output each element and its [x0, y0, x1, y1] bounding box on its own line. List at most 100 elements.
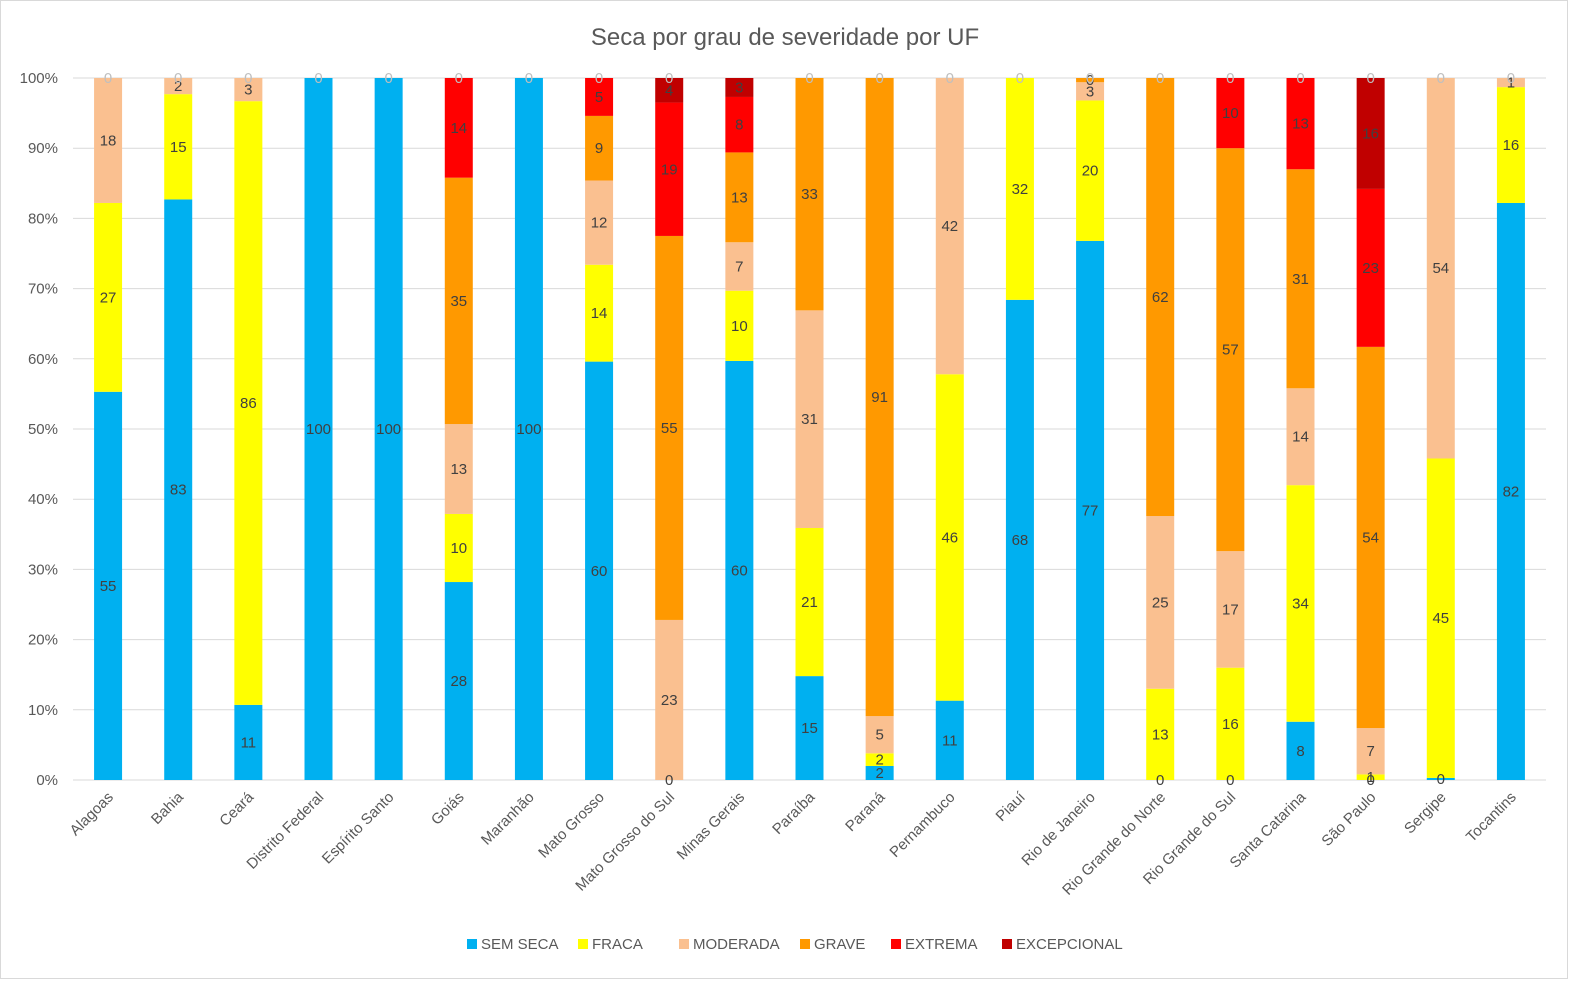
bar-segment [585, 361, 614, 780]
y-tick-label: 70% [28, 281, 58, 298]
data-label: 0 [1437, 771, 1445, 788]
data-label: 83 [170, 482, 187, 499]
bar-segment [655, 78, 684, 103]
data-label: 35 [450, 293, 467, 310]
legend-label: EXCEPCIONAL [1016, 936, 1123, 953]
bar-segment [1005, 78, 1034, 300]
bar-segment [585, 264, 614, 362]
data-label: 10 [450, 540, 467, 557]
data-label: 0 [1226, 70, 1234, 87]
data-label: 0 [244, 70, 252, 87]
bar-segment [1426, 777, 1455, 780]
legend-label: EXTREMA [905, 936, 978, 953]
data-label: 1 [1366, 769, 1374, 786]
y-tick-label: 40% [28, 491, 58, 508]
data-label: 0 [1366, 772, 1374, 789]
data-label: 0 [1016, 70, 1024, 87]
y-tick-label: 0% [36, 772, 58, 789]
bar-segment [1076, 100, 1105, 241]
legend-swatch [578, 939, 588, 949]
bar-segment [585, 180, 614, 265]
data-label: 55 [100, 578, 117, 595]
data-label: 9 [595, 140, 603, 157]
bar-segment [164, 199, 193, 781]
data-label: 45 [1432, 610, 1449, 627]
x-category-label: Paraná [842, 788, 889, 835]
legend-swatch [891, 939, 901, 949]
bar-segment [164, 78, 193, 95]
data-label: 57 [1222, 342, 1239, 359]
x-category-label: Goiás [428, 789, 468, 829]
bar-segment [1356, 728, 1385, 775]
x-category-label: Paraíba [769, 788, 819, 838]
data-label: 34 [1292, 595, 1309, 612]
data-label: 0 [1296, 70, 1304, 87]
data-label: 13 [1152, 726, 1169, 743]
data-label: 77 [1082, 502, 1099, 519]
data-label: 0 [595, 70, 603, 87]
data-label: 13 [450, 461, 467, 478]
data-label: 21 [801, 594, 818, 611]
bar-segment [1076, 78, 1105, 83]
data-label: 7 [735, 258, 743, 275]
y-tick-label: 90% [28, 140, 58, 157]
bar-segment [865, 765, 894, 780]
bar-segment [655, 619, 684, 780]
legend-label: GRAVE [814, 936, 865, 953]
data-label: 0 [1226, 772, 1234, 789]
bar-segment [304, 78, 333, 780]
x-category-label: Minas Gerais [674, 789, 749, 864]
bar-segment [655, 102, 684, 236]
data-label: 60 [731, 562, 748, 579]
bar-segment [1356, 346, 1385, 729]
data-label: 5 [595, 89, 603, 106]
data-label: 5 [875, 727, 883, 744]
data-label: 8 [735, 117, 743, 134]
bar-segment [1216, 78, 1245, 149]
data-label: 15 [801, 720, 818, 737]
bar-segment [1076, 82, 1105, 101]
bar-segment [444, 78, 473, 178]
data-label: 13 [1292, 116, 1309, 133]
bar-segment [1216, 148, 1245, 552]
data-label: 10 [731, 318, 748, 335]
bar-segment [444, 177, 473, 425]
data-label: 0 [875, 70, 883, 87]
data-label: 3 [244, 82, 252, 99]
x-category-label: Alagoas [67, 789, 117, 839]
data-label: 55 [661, 420, 678, 437]
data-label: 28 [450, 673, 467, 690]
bar-segment [935, 374, 964, 701]
data-label: 15 [170, 139, 187, 156]
bar-segment [725, 152, 754, 243]
x-category-label: Ceará [216, 788, 257, 829]
data-label: 0 [525, 70, 533, 87]
data-label: 18 [100, 132, 117, 149]
data-label: 46 [941, 529, 958, 546]
bar-segment [725, 78, 754, 97]
data-label: 31 [801, 411, 818, 428]
x-category-label: Mato Grosso [535, 789, 608, 862]
data-label: 7 [1366, 743, 1374, 760]
x-category-label: Espírito Santo [319, 789, 398, 868]
data-label: 91 [871, 389, 888, 406]
data-label: 54 [1432, 260, 1449, 277]
data-label: 0 [314, 70, 322, 87]
data-label: 0 [665, 772, 673, 789]
data-label: 0 [1507, 70, 1515, 87]
data-label: 16 [1222, 716, 1239, 733]
bar-segment [865, 716, 894, 754]
bar-segment [795, 310, 824, 528]
x-category-label: Maranhão [478, 789, 538, 849]
data-label: 0 [455, 70, 463, 87]
bar-segment [1496, 202, 1525, 780]
data-label: 60 [591, 563, 608, 580]
data-label: 3 [735, 79, 743, 96]
data-label: 13 [731, 189, 748, 206]
data-label: 0 [805, 70, 813, 87]
data-label: 0 [1086, 70, 1094, 87]
data-label: 14 [1292, 429, 1309, 446]
data-label: 2 [174, 78, 182, 95]
data-label: 100 [376, 421, 401, 438]
data-label: 0 [104, 70, 112, 87]
